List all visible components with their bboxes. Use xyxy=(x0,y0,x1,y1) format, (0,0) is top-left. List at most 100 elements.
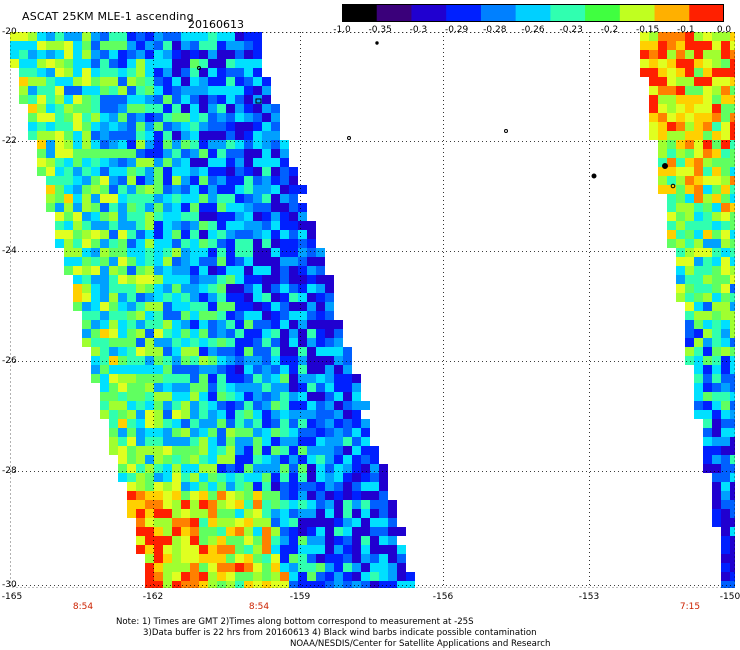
wind-cell xyxy=(658,59,667,68)
wind-cell xyxy=(244,194,253,203)
wind-cell xyxy=(217,212,226,221)
wind-cell xyxy=(145,248,154,257)
wind-cell xyxy=(37,140,46,149)
wind-cell xyxy=(658,68,667,77)
wind-cell xyxy=(118,428,127,437)
wind-cell xyxy=(298,365,307,374)
wind-cell xyxy=(190,572,199,581)
wind-cell xyxy=(154,545,163,554)
wind-cell xyxy=(712,149,721,158)
wind-cell xyxy=(73,203,82,212)
wind-cell xyxy=(280,401,289,410)
wind-cell xyxy=(235,347,244,356)
wind-cell xyxy=(271,437,280,446)
wind-cell xyxy=(190,428,199,437)
wind-cell xyxy=(199,338,208,347)
wind-cell xyxy=(703,95,712,104)
wind-cell xyxy=(703,230,712,239)
wind-cell xyxy=(118,221,127,230)
wind-cell xyxy=(712,221,721,230)
wind-cell xyxy=(667,203,676,212)
wind-cell xyxy=(289,383,298,392)
wind-cell xyxy=(343,500,352,509)
lon-label-156: -156 xyxy=(432,592,454,602)
wind-cell xyxy=(298,491,307,500)
wind-cell xyxy=(163,86,172,95)
wind-cell xyxy=(262,518,271,527)
wind-cell xyxy=(127,392,136,401)
wind-cell xyxy=(721,104,730,113)
wind-cell xyxy=(244,527,253,536)
wind-cell xyxy=(172,329,181,338)
wind-cell xyxy=(100,212,109,221)
wind-cell xyxy=(91,311,100,320)
wind-cell xyxy=(154,104,163,113)
wind-cell xyxy=(145,464,154,473)
wind-cell xyxy=(298,500,307,509)
wind-cell xyxy=(685,275,694,284)
wind-cell xyxy=(64,257,73,266)
colorbar-segment xyxy=(376,4,413,22)
wind-cell xyxy=(73,212,82,221)
wind-cell xyxy=(118,176,127,185)
wind-cell xyxy=(217,50,226,59)
wind-cell xyxy=(226,203,235,212)
wind-cell xyxy=(379,518,388,527)
wind-cell xyxy=(181,140,190,149)
wind-cell xyxy=(262,95,271,104)
wind-cell xyxy=(703,275,712,284)
wind-cell xyxy=(82,338,91,347)
wind-cell xyxy=(298,248,307,257)
wind-cell xyxy=(280,266,289,275)
wind-cell xyxy=(694,158,703,167)
wind-cell xyxy=(289,437,298,446)
wind-cell xyxy=(289,401,298,410)
wind-cell xyxy=(163,329,172,338)
wind-cell xyxy=(217,194,226,203)
wind-cell xyxy=(253,554,262,563)
wind-cell xyxy=(199,41,208,50)
wind-cell xyxy=(19,86,28,95)
wind-cell xyxy=(37,41,46,50)
wind-cell xyxy=(334,374,343,383)
wind-cell xyxy=(703,185,712,194)
wind-cell xyxy=(145,203,154,212)
wind-cell xyxy=(730,167,735,176)
wind-cell xyxy=(316,437,325,446)
wind-cell xyxy=(712,365,721,374)
wind-cell xyxy=(73,41,82,50)
wind-cell xyxy=(307,293,316,302)
wind-cell xyxy=(208,464,217,473)
wind-cell xyxy=(271,311,280,320)
wind-cell xyxy=(253,86,262,95)
wind-cell xyxy=(64,104,73,113)
island-marker xyxy=(347,136,351,140)
wind-cell xyxy=(721,392,730,401)
wind-cell xyxy=(307,329,316,338)
wind-cell xyxy=(379,509,388,518)
wind-cell xyxy=(685,338,694,347)
wind-cell xyxy=(289,428,298,437)
wind-cell xyxy=(730,365,735,374)
wind-cell xyxy=(172,293,181,302)
wind-cell xyxy=(685,140,694,149)
wind-cell xyxy=(154,455,163,464)
wind-cell xyxy=(199,158,208,167)
wind-cell xyxy=(730,68,735,77)
wind-cell xyxy=(217,581,226,588)
wind-cell xyxy=(703,401,712,410)
wind-cell xyxy=(307,230,316,239)
wind-cell xyxy=(154,356,163,365)
wind-cell xyxy=(181,41,190,50)
wind-cell xyxy=(712,383,721,392)
wind-cell xyxy=(730,311,735,320)
wind-cell xyxy=(217,572,226,581)
wind-cell xyxy=(181,464,190,473)
wind-cell xyxy=(145,545,154,554)
wind-cell xyxy=(262,572,271,581)
lon-label-150: -150 xyxy=(719,592,740,602)
wind-cell xyxy=(190,77,199,86)
wind-cell xyxy=(694,185,703,194)
wind-cell xyxy=(127,509,136,518)
wind-cell xyxy=(271,230,280,239)
